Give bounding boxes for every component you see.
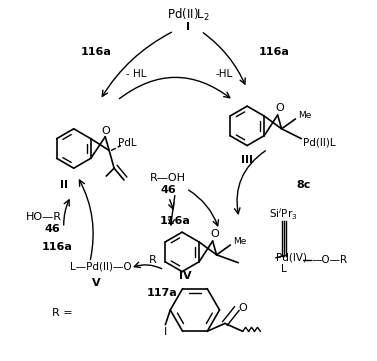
Text: R: R xyxy=(149,255,156,265)
Text: IV: IV xyxy=(179,271,192,282)
Text: 46: 46 xyxy=(44,224,60,234)
Text: 117a: 117a xyxy=(147,288,178,298)
Text: Si$^i$Pr$_3$: Si$^i$Pr$_3$ xyxy=(269,206,298,222)
Text: PdL: PdL xyxy=(118,138,136,148)
Text: O: O xyxy=(238,303,247,313)
Text: Me: Me xyxy=(233,236,247,245)
Text: 116a: 116a xyxy=(160,216,191,226)
Text: I: I xyxy=(186,22,190,32)
Text: 46: 46 xyxy=(161,185,176,195)
Text: Pd(IV): Pd(IV) xyxy=(276,253,307,263)
Text: HO—R: HO—R xyxy=(26,212,62,222)
Text: V: V xyxy=(92,278,101,288)
Text: O: O xyxy=(210,229,219,239)
Text: 116a: 116a xyxy=(41,242,72,252)
Text: -HL: -HL xyxy=(216,69,233,79)
Text: Pd(II)L: Pd(II)L xyxy=(303,138,336,148)
Text: R =: R = xyxy=(52,308,72,318)
Text: O: O xyxy=(102,126,110,136)
Text: 116a: 116a xyxy=(81,47,112,57)
Text: - HL: - HL xyxy=(126,69,146,79)
Text: 8c: 8c xyxy=(296,180,311,190)
Text: R—OH: R—OH xyxy=(150,173,186,183)
Text: —O—R: —O—R xyxy=(311,255,347,265)
Text: L—Pd(II)—O: L—Pd(II)—O xyxy=(70,262,132,272)
Text: Pd(II)L$_2$: Pd(II)L$_2$ xyxy=(167,6,210,23)
Text: O: O xyxy=(275,103,284,113)
Text: III: III xyxy=(241,155,253,165)
Text: I: I xyxy=(164,327,167,337)
Text: 116a: 116a xyxy=(258,47,289,57)
Text: II: II xyxy=(60,180,68,190)
Text: Me: Me xyxy=(298,110,312,119)
Text: L: L xyxy=(281,264,287,274)
